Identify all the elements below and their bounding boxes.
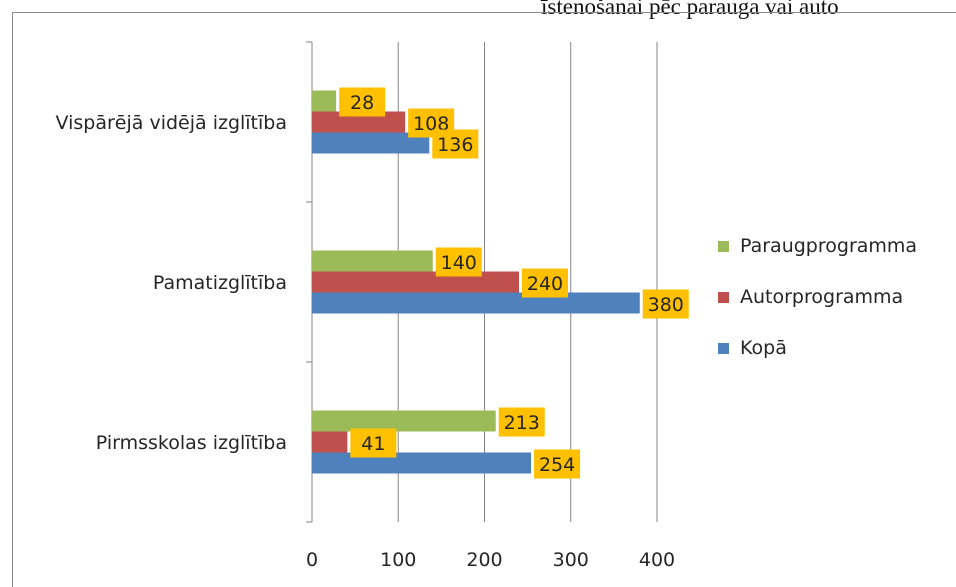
data-label-box	[498, 407, 545, 437]
category-label: Pirmsskolas izglītība	[96, 432, 287, 454]
legend-swatch	[718, 343, 729, 354]
data-label: 41	[361, 433, 385, 455]
bar	[312, 431, 348, 453]
category-label: Pamatizglītība	[153, 272, 287, 294]
header-text: īstenošanai pēc parauga vai auto	[541, 0, 839, 19]
x-tick-label: 300	[553, 549, 589, 571]
category-label: Vispārējā vidējā izglītība	[56, 112, 287, 134]
x-tick-label: 200	[466, 549, 502, 571]
bar	[312, 250, 433, 272]
category-labels: Vispārējā vidējā izglītība Pamatizglītība…	[56, 112, 287, 454]
legend-swatch	[718, 292, 729, 303]
data-label-box	[522, 268, 568, 298]
legend: Paraugprogramma Autorprogramma Kopā	[718, 235, 917, 359]
bar	[312, 132, 430, 154]
bar	[312, 452, 532, 474]
bar	[312, 111, 406, 133]
x-tick-label: 100	[380, 549, 416, 571]
bar	[312, 90, 337, 112]
bar	[312, 271, 519, 293]
data-label-box	[534, 449, 581, 479]
y-axis	[306, 41, 313, 523]
legend-label: Kopā	[740, 337, 787, 359]
data-label: 254	[539, 454, 575, 476]
x-tick-labels: 0 100 200 300 400	[306, 549, 675, 571]
legend-label: Autorprogramma	[740, 286, 903, 308]
data-label: 213	[504, 412, 540, 434]
legend-label: Paraugprogramma	[740, 235, 917, 257]
data-label: 28	[350, 92, 374, 114]
x-tick-label: 400	[639, 549, 675, 571]
data-label-box	[350, 428, 397, 458]
data-label-box	[642, 289, 689, 319]
data-label-box	[432, 129, 479, 159]
data-label: 240	[527, 273, 563, 295]
x-tick-label: 0	[306, 549, 318, 571]
legend-swatch	[718, 241, 729, 252]
bar	[312, 410, 496, 432]
bars	[312, 90, 640, 474]
bar	[312, 292, 640, 314]
data-label-box	[435, 247, 482, 277]
data-label: 140	[441, 252, 477, 274]
data-label-box	[339, 87, 386, 117]
data-label: 136	[437, 134, 473, 156]
data-label: 380	[648, 294, 684, 316]
chart-frame	[12, 12, 956, 587]
